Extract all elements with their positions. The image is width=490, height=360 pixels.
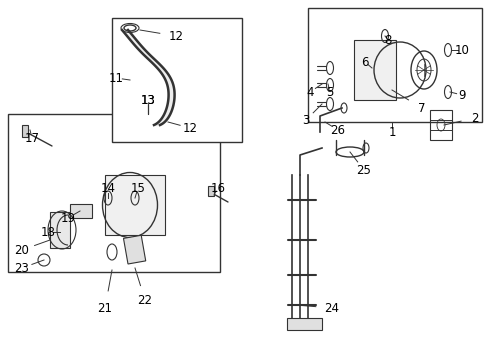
- Bar: [105, 175, 165, 235]
- Text: 12: 12: [182, 122, 197, 135]
- Text: 7: 7: [418, 102, 426, 114]
- Text: 23: 23: [15, 261, 29, 275]
- Text: 24: 24: [324, 302, 340, 315]
- Bar: [22, 125, 28, 137]
- Bar: [354, 40, 396, 100]
- Text: 14: 14: [100, 181, 116, 194]
- Text: 21: 21: [98, 302, 113, 315]
- Text: 22: 22: [138, 293, 152, 306]
- Text: 12: 12: [169, 30, 183, 42]
- Text: 1: 1: [388, 126, 396, 139]
- Text: 17: 17: [24, 131, 40, 144]
- Bar: [70, 204, 92, 218]
- Bar: [8, 114, 220, 272]
- Text: 5: 5: [326, 85, 334, 99]
- Text: 16: 16: [211, 181, 225, 194]
- Text: 6: 6: [361, 55, 369, 68]
- Text: 10: 10: [455, 44, 469, 57]
- Text: 11: 11: [108, 72, 123, 85]
- Text: 13: 13: [141, 94, 155, 107]
- Bar: [123, 235, 146, 264]
- Text: 3: 3: [302, 113, 310, 126]
- Bar: [287, 318, 322, 330]
- Text: 18: 18: [41, 225, 55, 239]
- Bar: [308, 8, 482, 122]
- Bar: [50, 212, 70, 248]
- Text: 19: 19: [60, 212, 75, 225]
- Text: 2: 2: [471, 112, 479, 125]
- Text: 13: 13: [141, 94, 155, 107]
- Text: 20: 20: [15, 243, 29, 256]
- Text: 25: 25: [357, 163, 371, 176]
- Text: 8: 8: [384, 33, 392, 46]
- Text: 15: 15: [130, 181, 146, 194]
- Bar: [208, 186, 214, 196]
- Text: 26: 26: [330, 123, 345, 136]
- Text: 4: 4: [306, 85, 314, 99]
- Text: 9: 9: [458, 89, 466, 102]
- Bar: [112, 18, 242, 142]
